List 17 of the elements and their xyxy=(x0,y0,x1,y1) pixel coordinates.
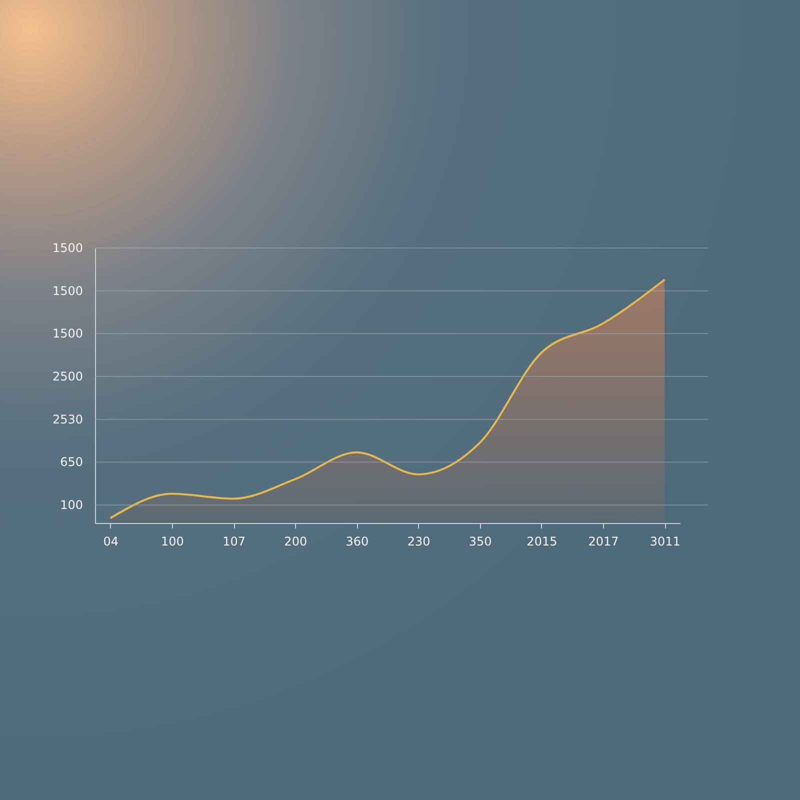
x-tick-label: 350 xyxy=(468,534,492,548)
x-tick-label: 04 xyxy=(103,534,119,548)
x-tick-label: 360 xyxy=(346,534,369,548)
x-tick-label: 2015 xyxy=(526,534,558,548)
text: 1500 xyxy=(52,241,83,255)
text: 2500 xyxy=(52,370,83,384)
text: 650 xyxy=(60,455,83,470)
x-tick-label: 100 xyxy=(161,534,184,548)
text: 1500 xyxy=(52,326,83,341)
text: 1500 xyxy=(52,284,83,298)
x-tick-label: 107 xyxy=(222,534,246,548)
x-tick-label: 200 xyxy=(284,534,308,548)
x-tick-label: 230 xyxy=(407,534,430,548)
x-tick-label: 3011 xyxy=(650,534,680,548)
text: 2530 xyxy=(52,412,83,426)
x-tick-label: 2017 xyxy=(588,534,619,548)
text: 100 xyxy=(60,498,83,512)
